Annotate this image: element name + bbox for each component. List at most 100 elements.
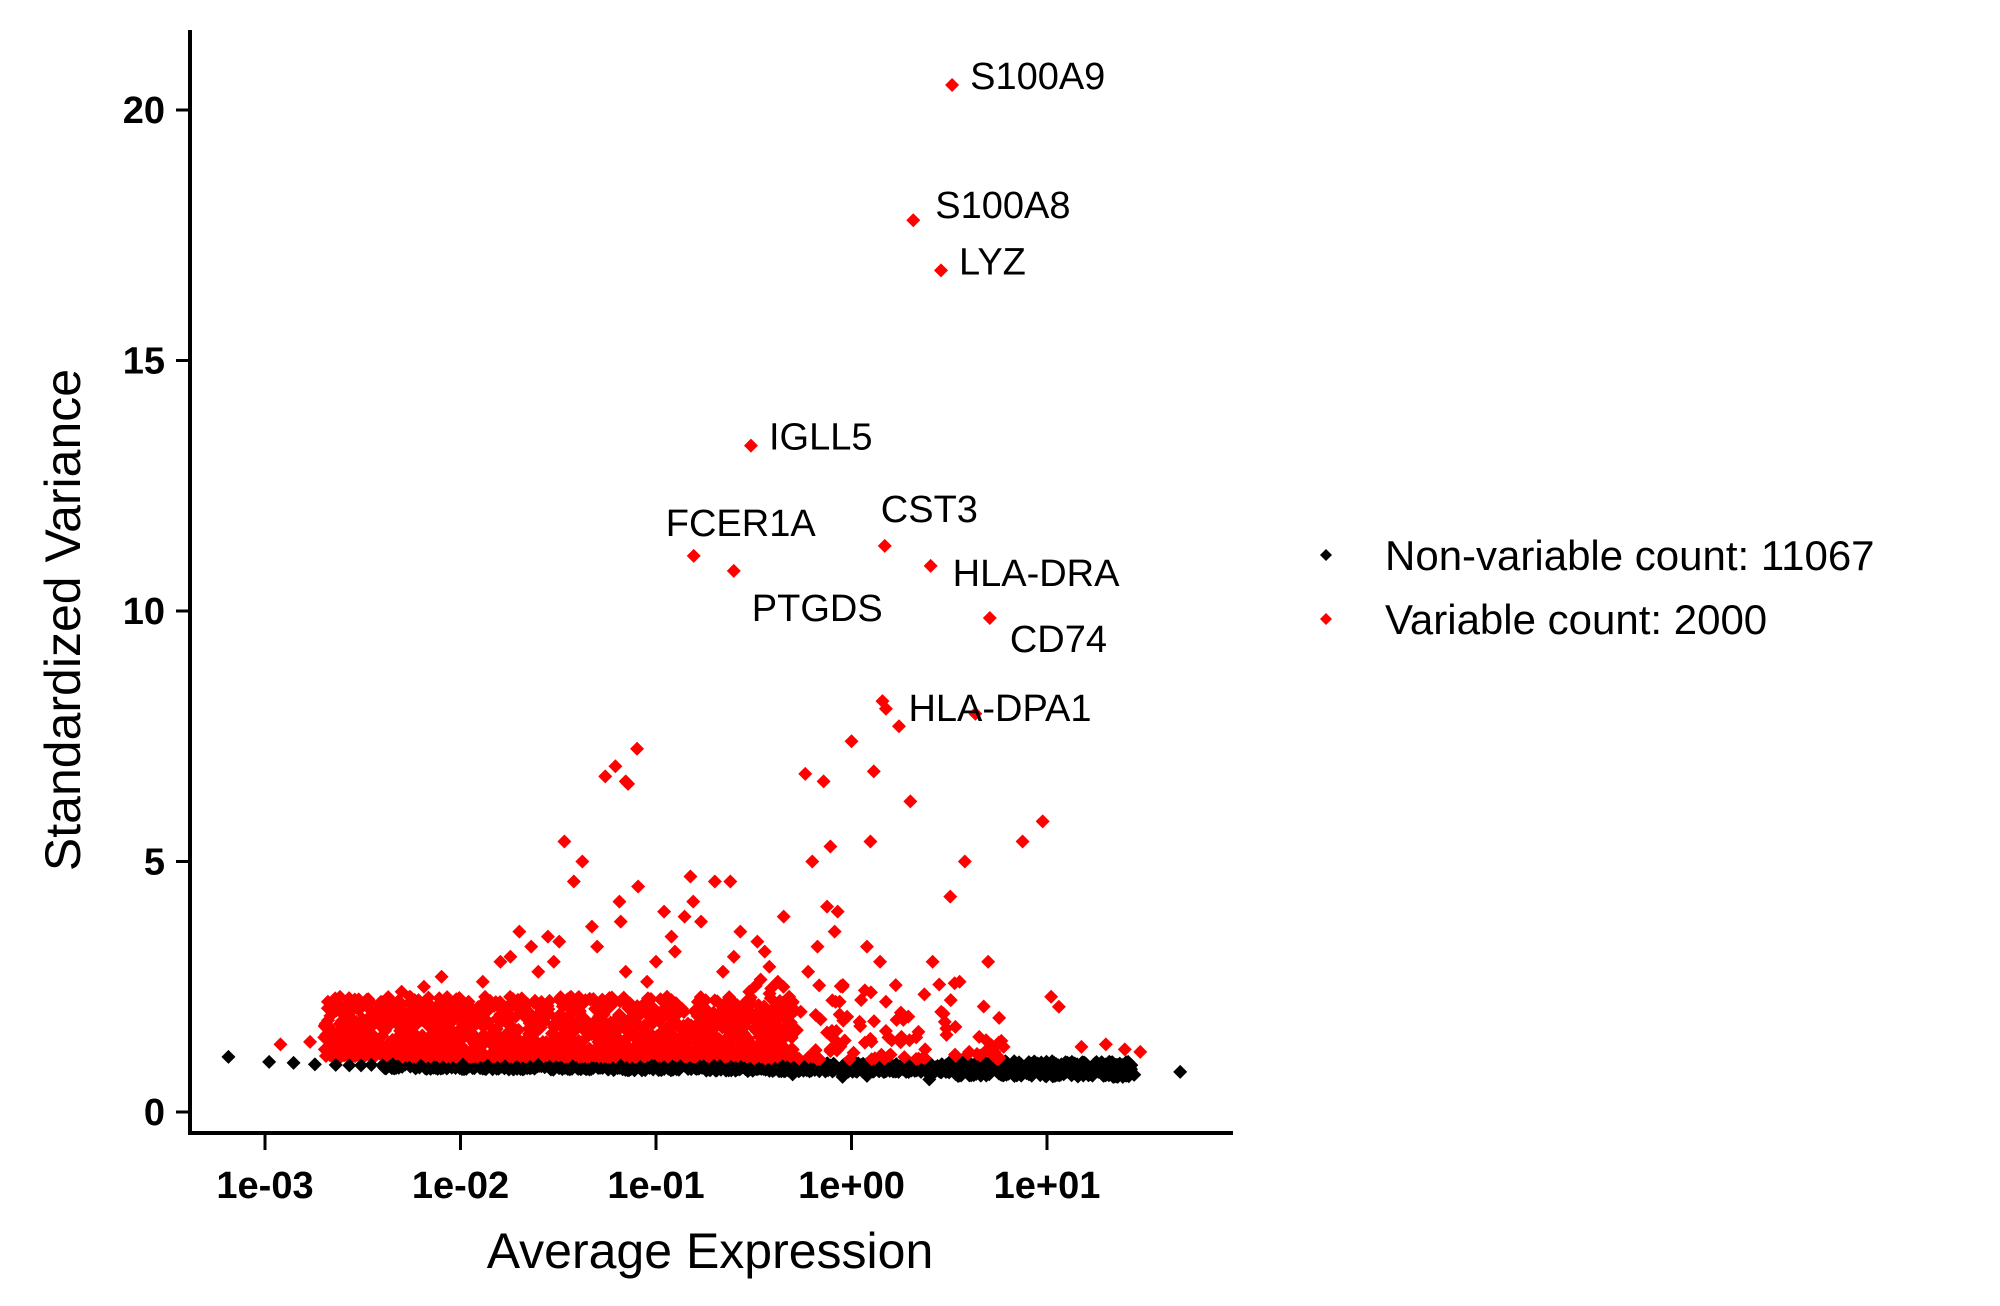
point-variable [830, 904, 845, 919]
point-variable [667, 944, 682, 959]
point-variable [593, 1041, 608, 1056]
point-variable [771, 1027, 786, 1042]
point-variable [641, 991, 656, 1006]
point-variable [798, 766, 813, 781]
point-non-variable [889, 1057, 904, 1072]
point-variable [762, 959, 777, 974]
point-variable [323, 1008, 338, 1023]
point-non-variable [1173, 1064, 1188, 1079]
point-non-variable [354, 1058, 369, 1073]
point-variable [810, 939, 825, 954]
point-variable [715, 1020, 730, 1035]
point-variable [491, 1013, 506, 1028]
point-variable [710, 1008, 725, 1023]
point-variable [657, 904, 672, 919]
point-variable [600, 1028, 615, 1043]
point-variable [390, 1046, 405, 1061]
point-variable [603, 1015, 618, 1030]
point-non-variable [996, 1067, 1011, 1082]
point-variable [381, 990, 396, 1005]
point-variable [556, 1047, 571, 1062]
point-variable [566, 874, 581, 889]
point-variable [402, 1012, 417, 1027]
point-variable [686, 894, 701, 909]
point-variable [829, 1024, 844, 1039]
x-tick-label: 1e+01 [994, 1165, 1101, 1207]
point-variable [776, 909, 791, 924]
point-non-variable [1095, 1068, 1110, 1083]
point-variable [480, 1015, 495, 1030]
point-variable [649, 954, 663, 969]
point-non-variable [286, 1055, 301, 1070]
y-axis-ticks: 0 5 10 15 20 [123, 90, 190, 1134]
point-variable [524, 939, 539, 954]
legend-label-non-variable: Non-variable count: 11067 [1385, 532, 1875, 579]
point-variable [742, 984, 757, 999]
point-variable [391, 1015, 406, 1030]
point-variable [618, 964, 633, 979]
point-non-variable [1121, 1054, 1136, 1069]
point-variable [422, 1018, 437, 1033]
point-variable [436, 1018, 451, 1033]
legend-key-variable [1320, 613, 1332, 625]
point-variable [539, 1035, 554, 1050]
point-variable [582, 1041, 597, 1056]
point-variable [451, 1023, 466, 1038]
point-variable [410, 1029, 425, 1044]
point-variable [501, 1046, 516, 1061]
point-variable [375, 1014, 390, 1029]
point-variable [631, 879, 646, 894]
point-variable [866, 764, 881, 779]
point-variable [510, 992, 525, 1007]
point-variable [948, 1019, 963, 1034]
point-variable [702, 1049, 717, 1064]
point-variable [897, 1050, 912, 1065]
point-variable [364, 1009, 379, 1024]
point-variable [1035, 814, 1050, 829]
point-variable [663, 1026, 678, 1041]
point-variable [738, 1015, 753, 1030]
gene-label-hla-dpa1: HLA-DPA1 [908, 688, 1091, 730]
point-variable [501, 1039, 516, 1054]
point-variable [903, 794, 918, 809]
point-variable [368, 1040, 383, 1055]
point-variable [736, 1030, 751, 1045]
point-variable [1117, 1042, 1132, 1057]
point-non-variable [403, 1059, 418, 1074]
point-variable [972, 1029, 987, 1044]
point-variable [878, 994, 893, 1009]
point-variable [791, 1051, 806, 1066]
point-variable [593, 994, 608, 1009]
point-variable [863, 985, 878, 1000]
point-variable [512, 924, 527, 939]
point-variable [651, 1047, 666, 1062]
point-variable [467, 1048, 482, 1063]
point-labeled-gene [906, 213, 921, 228]
point-variable [414, 1012, 429, 1027]
point-non-variable [1104, 1067, 1119, 1082]
point-variable [943, 993, 958, 1008]
point-variable [939, 1027, 954, 1042]
point-variable [303, 1034, 318, 1049]
point-variable [996, 1039, 1011, 1054]
point-non-variable [1055, 1062, 1070, 1077]
gene-label-cd74: CD74 [1010, 619, 1107, 661]
point-variable [373, 997, 388, 1012]
point-variable [810, 1052, 825, 1067]
point-variable [682, 1047, 697, 1062]
point-variable [684, 1018, 699, 1033]
point-variable [984, 1040, 999, 1055]
point-non-variable [1066, 1064, 1081, 1079]
point-variable [932, 977, 947, 992]
point-variable [962, 1044, 977, 1059]
point-non-variable [778, 1059, 793, 1074]
point-non-variable [950, 1068, 965, 1083]
y-tick-label: 0 [144, 1092, 165, 1134]
point-variable [444, 999, 459, 1014]
point-non-variable [859, 1068, 874, 1083]
point-variable [785, 994, 800, 1009]
point-variable [625, 1000, 640, 1015]
point-variable [889, 1012, 904, 1027]
point-labeled-gene [877, 538, 892, 553]
point-variable [911, 1024, 926, 1039]
